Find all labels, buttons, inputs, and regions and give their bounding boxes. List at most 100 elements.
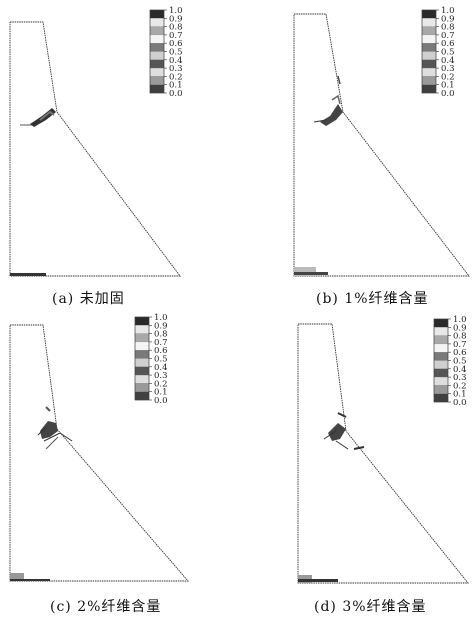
- legend-label: 0.4: [453, 365, 467, 375]
- dam-section-a: 1.00.90.80.70.60.50.40.30.20.10.0: [9, 6, 183, 277]
- panel-a: 1.0 0.9 0.8 0.7 0.6 0.5 0.4 0.3 0.2 0.1 0.0: [0, 0, 236, 309]
- legend-label: 1.0: [169, 6, 183, 16]
- legend-swatch: [134, 391, 150, 401]
- legend-label: 0.2: [453, 381, 467, 391]
- legend-border: [433, 318, 449, 403]
- caption-c: (c) 2%纤维含量: [50, 599, 162, 615]
- legend-label: 0.5: [453, 357, 467, 367]
- legend-swatch: [149, 18, 165, 27]
- legend-swatch: [134, 350, 150, 359]
- panel-c: 1.0 0.9 0.8 0.7 0.6 0.5 0.4 0.3 0.2 0.1 0.0: [0, 309, 236, 618]
- legend-label: 0.0: [453, 398, 467, 408]
- legend-label: 0.7: [154, 338, 168, 348]
- legend-swatch: [149, 9, 165, 19]
- legend-label: 0.6: [169, 39, 183, 49]
- legend-label: 0.9: [453, 323, 467, 333]
- legend-swatch: [134, 316, 150, 326]
- legend-swatch: [149, 59, 165, 69]
- legend-label: 0.7: [441, 31, 455, 41]
- legend-label: 0.3: [169, 64, 183, 74]
- dam-outline: [293, 13, 470, 277]
- damage-zone-neck: [20, 108, 56, 127]
- legend-swatch: [421, 43, 437, 52]
- legend-swatch: [421, 26, 437, 36]
- legend-label: 0.2: [441, 72, 455, 82]
- legend-label: 0.7: [453, 340, 467, 350]
- legend-label: 0.7: [169, 31, 183, 41]
- damage-zone-heel: [10, 273, 46, 276]
- legend-label: 0.6: [453, 348, 467, 358]
- legend-label: 0.2: [169, 72, 183, 82]
- legend-swatch: [134, 333, 150, 343]
- legend-swatch: [134, 325, 150, 334]
- legend-border: [134, 316, 150, 401]
- legend-swatch: [433, 360, 449, 369]
- damage-legend: 1.00.90.80.70.60.50.40.30.20.10.0: [134, 313, 168, 406]
- legend-swatch: [149, 26, 165, 36]
- dam-outline: [297, 323, 469, 584]
- dam-section-b: 1.00.90.80.70.60.50.40.30.20.10.0: [293, 6, 470, 277]
- legend-label: 0.4: [441, 56, 455, 66]
- damage-legend: 1.00.90.80.70.60.50.40.30.20.10.0: [421, 6, 455, 99]
- damage-zone-heel: [10, 573, 50, 581]
- legend-label: 0.3: [453, 373, 467, 383]
- panel-d: 1.0 0.9 0.8 0.7 0.6 0.5 0.4 0.3 0.2 0.1 0.0: [236, 309, 472, 618]
- legend-label: 0.1: [453, 390, 467, 400]
- legend-swatch: [421, 59, 437, 69]
- legend-swatch: [149, 76, 165, 85]
- legend-swatch: [421, 76, 437, 85]
- legend-swatch: [149, 84, 165, 94]
- dam-section-d: 1.00.90.80.70.60.50.40.30.20.10.0: [297, 315, 469, 584]
- legend-label: 0.9: [169, 14, 183, 24]
- legend-label: 0.9: [154, 321, 168, 331]
- damage-zone-heel: [298, 575, 338, 583]
- legend-swatch: [421, 18, 437, 27]
- damage-legend: 1.00.90.80.70.60.50.40.30.20.10.0: [149, 6, 183, 99]
- legend-border: [421, 9, 437, 94]
- legend-label: 0.1: [169, 81, 183, 91]
- legend-swatch: [433, 393, 449, 403]
- legend-label: 0.1: [441, 81, 455, 91]
- legend-swatch: [149, 51, 165, 60]
- legend-label: 0.3: [154, 371, 168, 381]
- legend-label: 0.4: [154, 363, 168, 373]
- legend-swatch: [134, 366, 150, 376]
- legend-swatch: [421, 67, 437, 77]
- legend-swatch: [433, 368, 449, 378]
- caption-a: (a) 未加固: [52, 291, 125, 307]
- dam-section-c: 1.00.90.80.70.60.50.40.30.20.10.0: [9, 313, 189, 582]
- legend-border: [149, 9, 165, 94]
- dam-outline: [9, 21, 181, 277]
- legend-label: 0.0: [441, 89, 455, 99]
- legend-label: 1.0: [154, 313, 168, 323]
- legend-swatch: [134, 358, 150, 367]
- legend-label: 0.9: [441, 14, 455, 24]
- legend-label: 0.2: [154, 379, 168, 389]
- legend-swatch: [134, 341, 150, 351]
- dam-outline: [9, 324, 189, 582]
- legend-label: 0.5: [154, 355, 168, 365]
- legend-label: 0.0: [169, 89, 183, 99]
- legend-swatch: [134, 374, 150, 384]
- panel-b: 1.0 0.9 0.8 0.7 0.6 0.5 0.4 0.3 0.2 0.1 0.0: [236, 0, 472, 309]
- legend-label: 0.3: [441, 64, 455, 74]
- legend-swatch: [421, 51, 437, 60]
- legend-label: 0.0: [154, 396, 168, 406]
- legend-swatch: [421, 9, 437, 19]
- legend-swatch: [149, 43, 165, 52]
- caption-b: (b) 1%纤维含量: [316, 291, 429, 307]
- legend-label: 0.5: [169, 48, 183, 58]
- legend-label: 0.4: [169, 56, 183, 66]
- damage-zone-neck: [313, 75, 343, 126]
- caption-d: (d) 3%纤维含量: [314, 599, 427, 615]
- legend-label: 0.8: [441, 23, 455, 33]
- legend-swatch: [433, 335, 449, 345]
- legend-swatch: [134, 383, 150, 392]
- legend-swatch: [421, 34, 437, 44]
- damage-zone-neck: [323, 412, 365, 450]
- legend-label: 0.6: [154, 346, 168, 356]
- legend-swatch: [433, 318, 449, 328]
- legend-swatch: [433, 376, 449, 386]
- legend-swatch: [421, 84, 437, 94]
- legend-label: 0.1: [154, 388, 168, 398]
